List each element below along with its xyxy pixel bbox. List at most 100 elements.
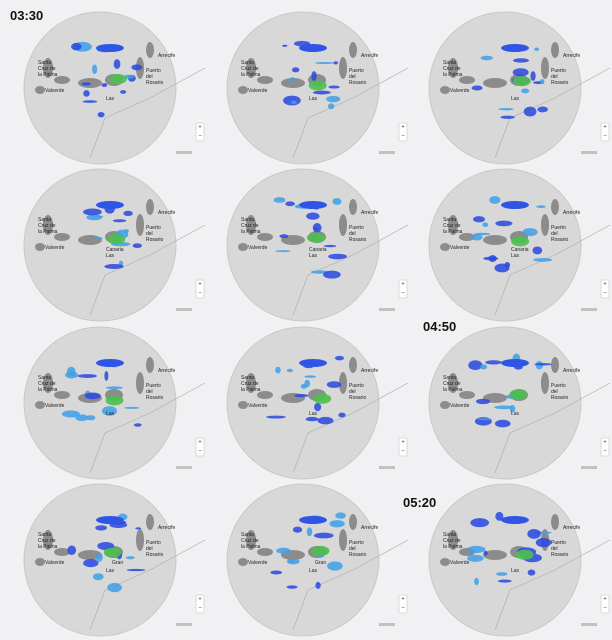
zoom-out[interactable]: − (603, 449, 607, 455)
radar-echo (305, 416, 319, 422)
radar-echo (333, 61, 338, 65)
radar-echo (101, 83, 108, 88)
place-label: Las (106, 96, 115, 102)
zoom-out[interactable]: − (603, 291, 607, 297)
radar-echo (317, 416, 334, 425)
place-label: Puerto (146, 225, 161, 231)
radar-echo (279, 234, 289, 239)
radar-echo (95, 525, 108, 531)
zoom-control (195, 437, 205, 457)
zoom-in[interactable]: + (198, 597, 202, 603)
radar-echo (93, 237, 103, 240)
radar-echo (294, 394, 309, 398)
zoom-out[interactable]: − (401, 134, 405, 140)
route-line (494, 382, 611, 474)
radar-echo (275, 250, 291, 253)
radar-echo (480, 55, 494, 61)
place-label: Gran (112, 560, 123, 566)
zoom-out[interactable]: − (198, 449, 202, 455)
watermark (581, 308, 597, 311)
place-label: Santa (241, 375, 254, 381)
island (136, 529, 144, 551)
zoom-out[interactable]: − (198, 134, 202, 140)
zoom-in[interactable]: + (603, 282, 607, 288)
place-label: Gran (315, 560, 326, 566)
place-label: Las (511, 253, 520, 259)
zoom-out[interactable]: − (401, 606, 405, 612)
place-label: Arrecife (158, 210, 175, 216)
island (146, 42, 154, 58)
radar-echo (96, 359, 124, 367)
zoom-out[interactable]: − (401, 449, 405, 455)
radar-echo (81, 82, 91, 86)
zoom-in[interactable]: + (603, 440, 607, 446)
zoom-in[interactable]: + (401, 440, 405, 446)
zoom-out[interactable]: − (603, 606, 607, 612)
zoom-out[interactable]: − (401, 291, 405, 297)
zoom-in[interactable]: + (198, 440, 202, 446)
zoom-in[interactable]: + (401, 282, 405, 288)
place-label: la Palma (241, 544, 261, 550)
radar-echo (494, 263, 510, 273)
island (339, 529, 347, 551)
place-label: Rosario (146, 80, 163, 86)
zoom-control (600, 122, 610, 142)
place-label: Cruz de (443, 223, 461, 229)
radar-echo (527, 569, 536, 576)
radar-echo (126, 568, 146, 572)
radar-echo (283, 95, 301, 106)
route-line (494, 539, 611, 631)
place-label: Puerto (349, 68, 364, 74)
watermark (176, 623, 192, 626)
place-label: Puerto (349, 225, 364, 231)
radar-echo (530, 71, 536, 81)
radar-echo (471, 85, 483, 91)
island (448, 215, 458, 235)
radar-echo (290, 77, 296, 83)
radar-echo (334, 355, 345, 361)
radar-echo (124, 406, 140, 409)
zoom-out[interactable]: − (198, 606, 202, 612)
radar-echo (495, 511, 504, 521)
place-label: del (551, 389, 558, 395)
island (440, 86, 450, 94)
island (448, 530, 458, 550)
island (349, 42, 357, 58)
radar-echo (67, 545, 77, 556)
watermark (176, 151, 192, 154)
zoom-out[interactable]: − (198, 291, 202, 297)
radar-echo (304, 379, 311, 388)
island (551, 357, 559, 373)
radar-echo (500, 115, 515, 119)
radar-echo (95, 553, 103, 562)
radar-range (23, 326, 177, 480)
zoom-in[interactable]: + (401, 125, 405, 131)
place-label: Santa (443, 375, 456, 381)
place-label: Santa (241, 217, 254, 223)
zoom-in[interactable]: + (603, 597, 607, 603)
radar-echo (521, 88, 530, 94)
radar-echo (527, 528, 541, 539)
island (54, 233, 70, 241)
radar-echo (489, 196, 501, 204)
zoom-in[interactable]: + (198, 125, 202, 131)
radar-echo (473, 216, 485, 223)
radar-echo (522, 228, 538, 237)
radar-echo (112, 219, 127, 223)
radar-echo (482, 222, 489, 227)
place-label: la Palma (38, 387, 58, 393)
place-label: Cruz de (241, 66, 259, 72)
radar-echo (327, 103, 335, 110)
radar-range (23, 168, 177, 322)
zoom-out[interactable]: − (603, 134, 607, 140)
zoom-in[interactable]: + (198, 282, 202, 288)
place-label: Valverde (248, 560, 268, 566)
place-label: Cruz de (38, 538, 56, 544)
zoom-in[interactable]: + (603, 125, 607, 131)
zoom-in[interactable]: + (401, 597, 405, 603)
radar-echo (323, 270, 341, 279)
